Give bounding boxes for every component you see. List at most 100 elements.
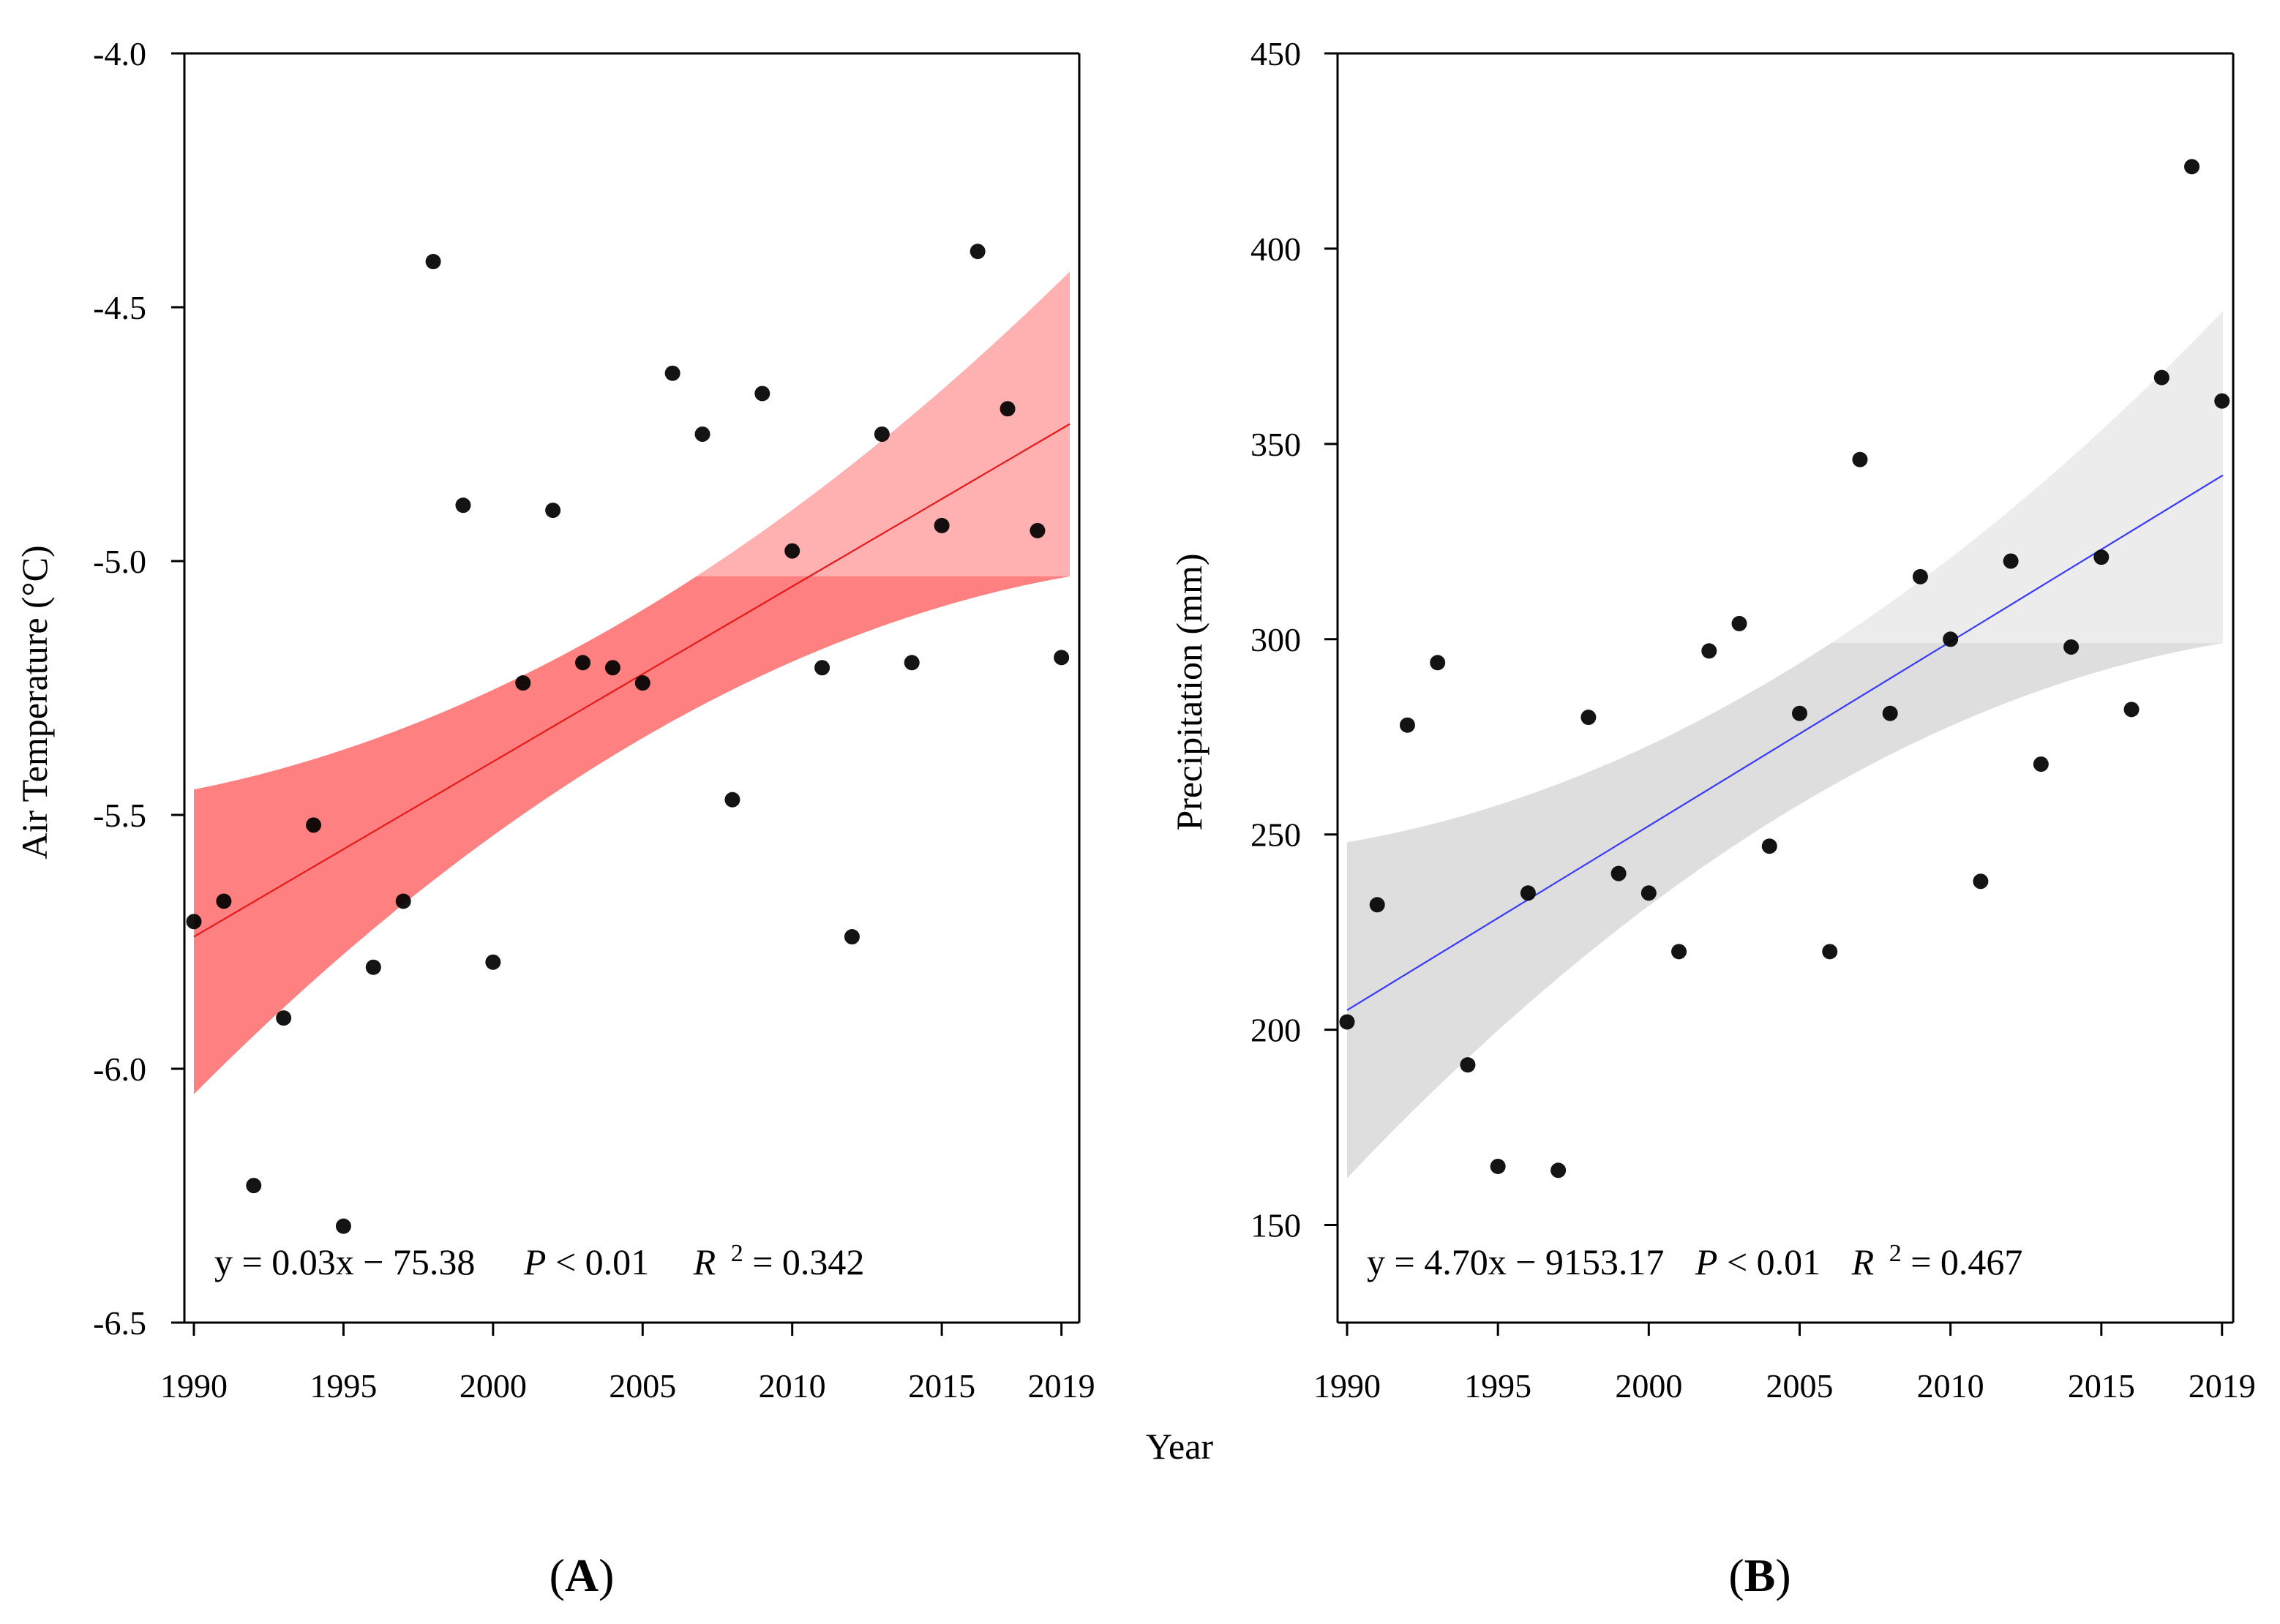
equation-a-r-exponent: 2 [731, 1240, 743, 1267]
data-point [365, 959, 381, 975]
data-point [874, 426, 890, 442]
axes-a [183, 52, 1081, 1324]
y-tick-label: 200 [1250, 1012, 1301, 1049]
y-axis-title-b: Precipitation (mm) [1169, 553, 1210, 830]
data-point [1671, 944, 1687, 960]
equation-a-lhs: y = 0.03x − 75.38 [214, 1241, 475, 1282]
data-point [1822, 944, 1838, 960]
data-point [2033, 756, 2049, 772]
data-point [1030, 522, 1046, 538]
x-tick-label: 2005 [1766, 1367, 1833, 1405]
y-tick-label: 250 [1250, 816, 1301, 854]
y-tick-label: -5.5 [93, 797, 146, 834]
confidence-band-a-upper [194, 271, 1070, 576]
confidence-band-b [1347, 311, 2223, 1178]
data-point [2003, 553, 2019, 569]
equation-b-p-symbol: P [1695, 1241, 1718, 1282]
data-point [1490, 1158, 1506, 1174]
data-point [2153, 369, 2170, 386]
x-tick-label: 2010 [1917, 1367, 1984, 1405]
data-point [186, 914, 202, 930]
data-point [485, 954, 501, 970]
data-point [844, 929, 860, 945]
data-point [1973, 873, 1989, 890]
x-tick-label: 1995 [310, 1367, 377, 1405]
data-point [1369, 897, 1385, 913]
y-tick-label: 350 [1250, 426, 1301, 463]
x-tick-label: 1990 [1313, 1367, 1381, 1405]
x-tick-label: 2019 [2189, 1367, 2256, 1405]
fit-line-a [193, 423, 1070, 938]
data-point [1852, 451, 1868, 467]
chart-panel-a: -6.5 -6.0 -5.5 -5.0 -4.5 -4.0 1990 1995 2000 2005… [14, 35, 1095, 1601]
data-point [664, 365, 680, 381]
y-tick-label: 400 [1250, 230, 1301, 268]
data-point [634, 675, 650, 691]
data-point [1882, 705, 1898, 721]
data-points-a [186, 244, 1070, 1234]
data-point [1731, 615, 1747, 631]
panel-label-a: (A) [550, 1549, 615, 1601]
data-point [1339, 1014, 1355, 1030]
data-point [814, 660, 830, 676]
equation-b-lhs: y = 4.70x − 9153.17 [1367, 1241, 1664, 1282]
regression-line-a [193, 423, 1070, 938]
x-tick-label: 2005 [609, 1367, 676, 1405]
y-tick-label: -6.0 [93, 1050, 146, 1088]
data-point [724, 792, 740, 808]
y-tick-label: 300 [1250, 621, 1301, 658]
panel-label-b-letter: B [1744, 1549, 1776, 1601]
data-point [2214, 393, 2230, 409]
data-point [1943, 631, 1959, 647]
panel-label-a-close: ) [599, 1549, 614, 1601]
data-point [1399, 717, 1415, 733]
equation-a-r-rest: = 0.342 [752, 1241, 864, 1282]
confidence-band-a [194, 271, 1070, 1094]
data-point [2063, 639, 2080, 655]
data-point [754, 386, 770, 402]
data-point [1460, 1057, 1476, 1073]
data-point [246, 1178, 262, 1194]
panel-label-a-open: ( [550, 1549, 565, 1601]
y-tick-label: -6.5 [93, 1304, 146, 1342]
panel-label-b: (B) [1728, 1549, 1790, 1601]
x-axis-title: Year [1146, 1426, 1213, 1467]
data-point [1000, 401, 1016, 417]
equation-b-r-rest: = 0.467 [1910, 1241, 2022, 1282]
x-tick-label: 2019 [1028, 1367, 1095, 1405]
data-point [425, 254, 441, 270]
x-tick-label: 2015 [2068, 1367, 2135, 1405]
data-point [1610, 865, 1627, 881]
data-point [306, 817, 322, 833]
equation-a-p-rest: < 0.01 [555, 1241, 649, 1282]
panel-label-b-close: ) [1775, 1549, 1790, 1601]
data-point [1791, 705, 1807, 721]
axes-b [1336, 52, 2235, 1324]
x-tick-label: 2000 [1615, 1367, 1682, 1405]
equation-b: y = 4.70x − 9153.17 P < 0.01 R 2 = 0.467 [1367, 1228, 2022, 1282]
equation-b-r-symbol: R [1851, 1241, 1875, 1282]
data-point [970, 244, 986, 260]
x-tick-label: 2000 [460, 1367, 527, 1405]
ticks-b: 150 200 250 300 350 400 450 1990 1995 2000 2005 201… [1250, 35, 2256, 1405]
data-point [904, 655, 920, 671]
y-tick-label: -4.5 [93, 289, 146, 326]
data-point [694, 426, 710, 442]
fit-line-b [1346, 474, 2224, 1011]
data-point [395, 893, 411, 909]
data-point [934, 517, 950, 533]
panel-label-a-letter: A [565, 1549, 599, 1601]
data-points-b [1339, 159, 2230, 1178]
equation-a-r-symbol: R [693, 1241, 716, 1282]
equation-a-p-symbol: P [523, 1241, 547, 1282]
data-point [574, 655, 590, 671]
y-tick-label: 450 [1250, 35, 1301, 72]
data-point [455, 497, 471, 514]
data-point [515, 675, 531, 691]
data-point [2184, 159, 2200, 175]
x-tick-label: 2010 [759, 1367, 826, 1405]
data-point [216, 893, 232, 909]
chart-panel-b: 150 200 250 300 350 400 450 1990 1995 2000 2005 201… [1169, 35, 2256, 1601]
y-tick-label: -5.0 [93, 543, 146, 580]
